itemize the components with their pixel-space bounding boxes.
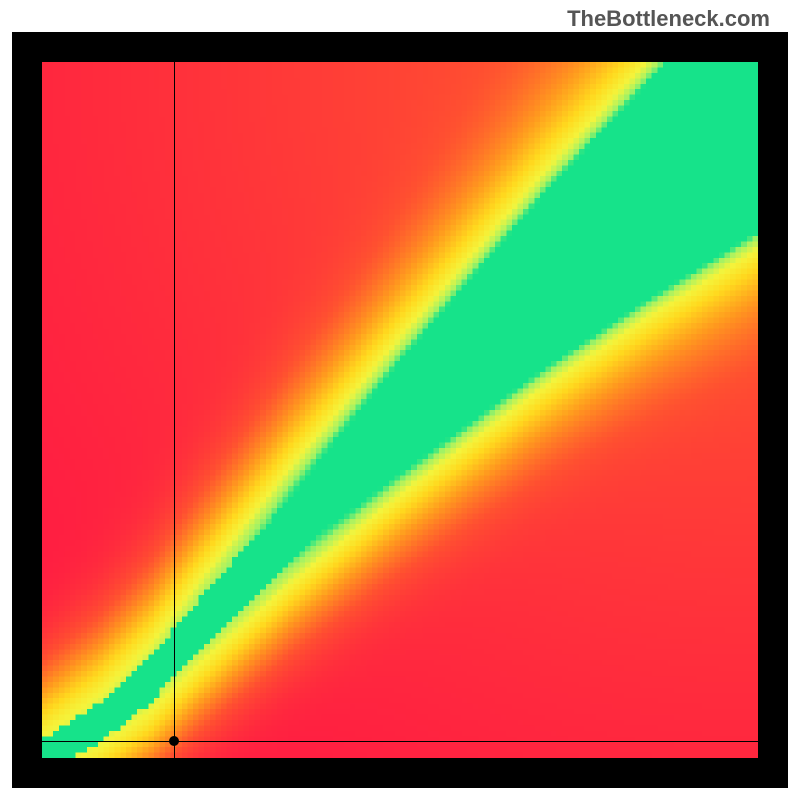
selection-marker — [169, 736, 179, 746]
crosshair-vertical — [174, 62, 175, 758]
attribution-text: TheBottleneck.com — [567, 6, 770, 32]
heatmap-frame — [12, 32, 788, 788]
bottleneck-heatmap — [42, 62, 758, 758]
crosshair-horizontal — [42, 741, 758, 742]
heatmap-plot-area — [42, 62, 758, 758]
